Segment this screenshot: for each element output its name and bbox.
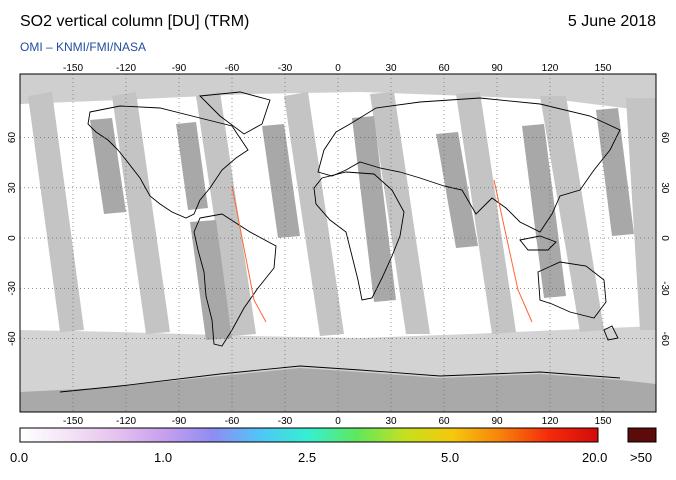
maritime-continent-coast	[519, 235, 557, 251]
top-longitude-ticks: -150 -120 -90 -60 -30 0 30 60 90 120 150	[63, 63, 612, 74]
data-credit: OMI – KNMI/FMI/NASA	[20, 40, 147, 54]
antarctica-coast	[59, 365, 621, 393]
top-lon-tick-label: 0	[335, 63, 341, 74]
greenland-coast	[199, 91, 271, 135]
top-lon-tick-label: 90	[491, 63, 503, 74]
colorbar-label-1: 1.0	[154, 450, 173, 465]
right-lat-tick-label: 0	[659, 235, 670, 241]
orbit-gap-bands	[28, 92, 656, 336]
map-content	[20, 74, 656, 412]
bottom-lon-tick-label: 150	[595, 416, 612, 427]
right-latitude-ticks: 60 30 0 -30 -60	[659, 132, 670, 346]
swath-artifact-2	[493, 179, 533, 323]
map-date: 5 June 2018	[567, 13, 656, 30]
colorbar-overflow-label: >50	[630, 450, 653, 465]
new-zealand-coast	[603, 325, 619, 341]
top-lon-tick-label: -120	[116, 63, 136, 74]
australia-coast	[537, 261, 607, 319]
colorbar	[19, 427, 599, 443]
top-lon-tick-label: 150	[595, 63, 612, 74]
bottom-lon-tick-label: -30	[278, 416, 293, 427]
bottom-longitude-ticks: -150 -120 -90 -60 -30 0 30 60 90 120 150	[63, 416, 612, 427]
bottom-lon-tick-label: 120	[542, 416, 559, 427]
top-lon-tick-label: -30	[278, 63, 293, 74]
right-lat-tick-label: -30	[659, 281, 670, 296]
colorbar-label-0: 0.0	[10, 450, 29, 465]
left-lat-tick-label: 0	[7, 235, 18, 241]
left-lat-tick-label: -30	[7, 281, 18, 296]
africa-coast	[313, 171, 405, 301]
bottom-lon-tick-label: -150	[63, 416, 83, 427]
bottom-lon-tick-label: -120	[116, 416, 136, 427]
bottom-lon-tick-label: -60	[225, 416, 240, 427]
map-frame	[19, 73, 657, 413]
bottom-lon-tick-label: 30	[385, 416, 397, 427]
colorbar-label-4: 20.0	[582, 450, 608, 465]
top-lon-tick-label: 120	[542, 63, 559, 74]
overlap-bands	[90, 108, 634, 340]
right-lat-tick-label: -60	[659, 331, 670, 346]
coastlines	[59, 91, 621, 393]
map-title: SO2 vertical column [DU] (TRM)	[20, 13, 250, 30]
north-america-coast	[87, 105, 249, 219]
colorbar-overflow-swatch	[627, 427, 657, 443]
top-lon-tick-label: 60	[438, 63, 450, 74]
left-lat-tick-label: 30	[7, 182, 18, 194]
left-lat-tick-label: -60	[7, 331, 18, 346]
colorbar-label-2: 2.5	[298, 450, 317, 465]
top-lon-tick-label: -60	[225, 63, 240, 74]
right-lat-tick-label: 60	[659, 132, 670, 144]
bottom-lon-tick-label: 90	[491, 416, 503, 427]
graticule	[20, 74, 656, 412]
colorbar-label-3: 5.0	[441, 450, 460, 465]
right-lat-tick-label: 30	[659, 182, 670, 194]
bottom-lon-tick-label: -90	[172, 416, 187, 427]
bottom-lon-tick-label: 0	[335, 416, 341, 427]
top-lon-tick-label: 30	[385, 63, 397, 74]
top-lon-tick-label: -150	[63, 63, 83, 74]
south-america-coast	[193, 213, 277, 347]
left-lat-tick-label: 60	[7, 132, 18, 144]
arctic-no-data	[20, 74, 656, 112]
top-lon-tick-label: -90	[172, 63, 187, 74]
bottom-lon-tick-label: 60	[438, 416, 450, 427]
swath-artifact-1	[231, 185, 267, 323]
eurasia-coast	[317, 97, 621, 233]
left-latitude-ticks: 60 30 0 -30 -60	[7, 132, 18, 346]
